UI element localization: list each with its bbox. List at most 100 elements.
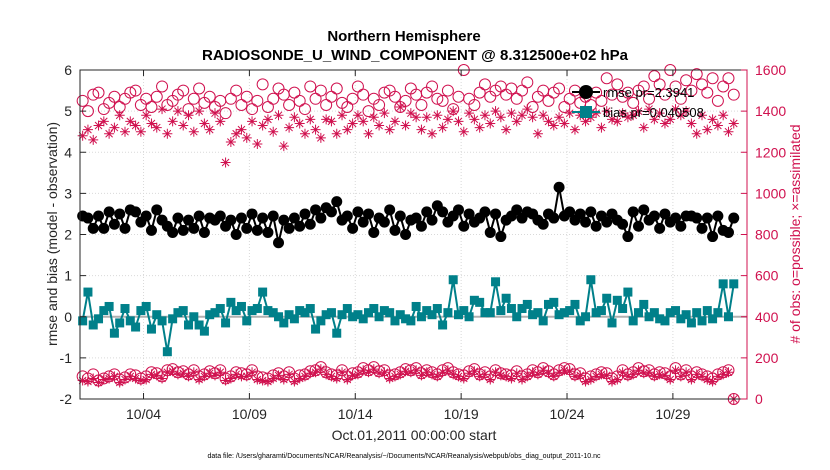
obs-assimilated-point [136, 127, 146, 137]
bias-point [597, 306, 606, 315]
rmse-point [384, 204, 395, 215]
chart-subtitle: RADIOSONDE_U_WIND_COMPONENT @ 8.312500e+… [202, 47, 629, 64]
rmse-point [585, 206, 596, 217]
obs-assimilated-point [464, 108, 474, 118]
rmse-point [98, 223, 109, 234]
rmse-point [262, 227, 273, 238]
obs-assimilated-point [448, 106, 458, 116]
rmse-point [178, 225, 189, 236]
bias-point [618, 304, 627, 313]
x-tick-label: 10/19 [444, 406, 479, 422]
obs-assimilated-point [533, 369, 543, 379]
rmse-point [554, 182, 565, 193]
obs-assimilated-point [78, 131, 88, 141]
bias-point [385, 308, 394, 317]
obs-assimilated-point [83, 125, 93, 135]
obs-assimilated-point [443, 365, 453, 375]
obs-assimilated-point [692, 129, 702, 139]
bias-point [443, 308, 452, 317]
y-tick-label: 4 [64, 144, 72, 160]
rmse-point [638, 204, 649, 215]
chart-title: Northern Hemisphere [327, 28, 480, 45]
rmse-point [347, 223, 358, 234]
legend-bias-marker [580, 106, 592, 118]
bias-point [142, 302, 151, 311]
obs-assimilated-point [221, 158, 231, 168]
obs-assimilated-point [337, 367, 347, 377]
y-tick-label: 6 [64, 62, 72, 78]
rmse-point [194, 210, 205, 221]
obs-assimilated-point [284, 369, 294, 379]
rmse-point [241, 223, 252, 234]
obs-assimilated-point [543, 116, 553, 126]
bias-point [703, 306, 712, 315]
rmse-point [231, 229, 242, 240]
rmse-point [453, 204, 464, 215]
footnote: data file: /Users/gharamti/Documents/NCA… [207, 453, 601, 460]
bias-point [147, 325, 156, 334]
y-right-tick-label: 400 [755, 309, 779, 325]
y-axis-label: rmse and bias (model - observation) [44, 122, 60, 346]
obs-assimilated-point [226, 137, 236, 147]
obs-assimilated-point [681, 367, 691, 377]
obs-assimilated-point [189, 367, 199, 377]
obs-assimilated-point [554, 112, 564, 122]
obs-assimilated-point [496, 112, 506, 122]
bias-point [523, 300, 532, 309]
rmse-point [723, 227, 734, 238]
bias-point [237, 302, 246, 311]
bias-point [200, 327, 209, 336]
obs-assimilated-point [332, 129, 342, 139]
bias-point [94, 314, 103, 323]
rmse-point [352, 206, 363, 217]
rmse-point [395, 210, 406, 221]
obs-assimilated-point [374, 121, 384, 131]
bias-point [623, 288, 632, 297]
bias-point [539, 316, 548, 325]
rmse-point [548, 213, 559, 224]
rmse-point [697, 223, 708, 234]
obs-assimilated-point [215, 367, 225, 377]
bias-point [533, 308, 542, 317]
obs-assimilated-point [364, 129, 374, 139]
obs-assimilated-point [168, 116, 178, 126]
rmse-point [379, 217, 390, 228]
rmse-point [368, 227, 379, 238]
rmse-point [299, 208, 310, 219]
obs-assimilated-point [591, 108, 601, 118]
obs-assimilated-point [379, 367, 389, 377]
obs-assimilated-point [432, 110, 442, 120]
bias-point [507, 304, 516, 313]
bias-point [327, 308, 336, 317]
bias-point [226, 298, 235, 307]
bias-point [502, 294, 511, 303]
rmse-point [119, 223, 130, 234]
rmse-point [268, 210, 279, 221]
y-right-tick-label: 1400 [755, 103, 786, 119]
y-right-tick-label: 0 [755, 391, 763, 407]
y-tick-label: -1 [60, 350, 73, 366]
x-tick-label: 10/04 [126, 406, 161, 422]
legend-rmse-label: rmse pr=2.3941 [603, 85, 694, 100]
obs-assimilated-point [665, 374, 675, 384]
obs-assimilated-point [231, 129, 241, 139]
x-tick-label: 10/14 [338, 406, 373, 422]
rmse-point [538, 219, 549, 230]
obs-assimilated-point [184, 110, 194, 120]
obs-assimilated-point [718, 110, 728, 120]
obs-assimilated-point [475, 123, 485, 133]
rmse-point [580, 217, 591, 228]
y-tick-label: 3 [64, 185, 72, 201]
rmse-point [331, 196, 342, 207]
bias-point [279, 318, 288, 327]
y-tick-label: 2 [64, 227, 72, 243]
obs-assimilated-point [501, 125, 511, 135]
obs-assimilated-point [596, 123, 606, 133]
obs-assimilated-point [565, 108, 575, 118]
bias-point [713, 308, 722, 317]
y-tick-label: 5 [64, 103, 72, 119]
obs-assimilated-point [99, 116, 109, 126]
y-axis-right-label: # of obs: o=possible; ×=assimilated [787, 124, 803, 343]
obs-assimilated-point [443, 114, 453, 124]
bias-point [729, 279, 738, 288]
